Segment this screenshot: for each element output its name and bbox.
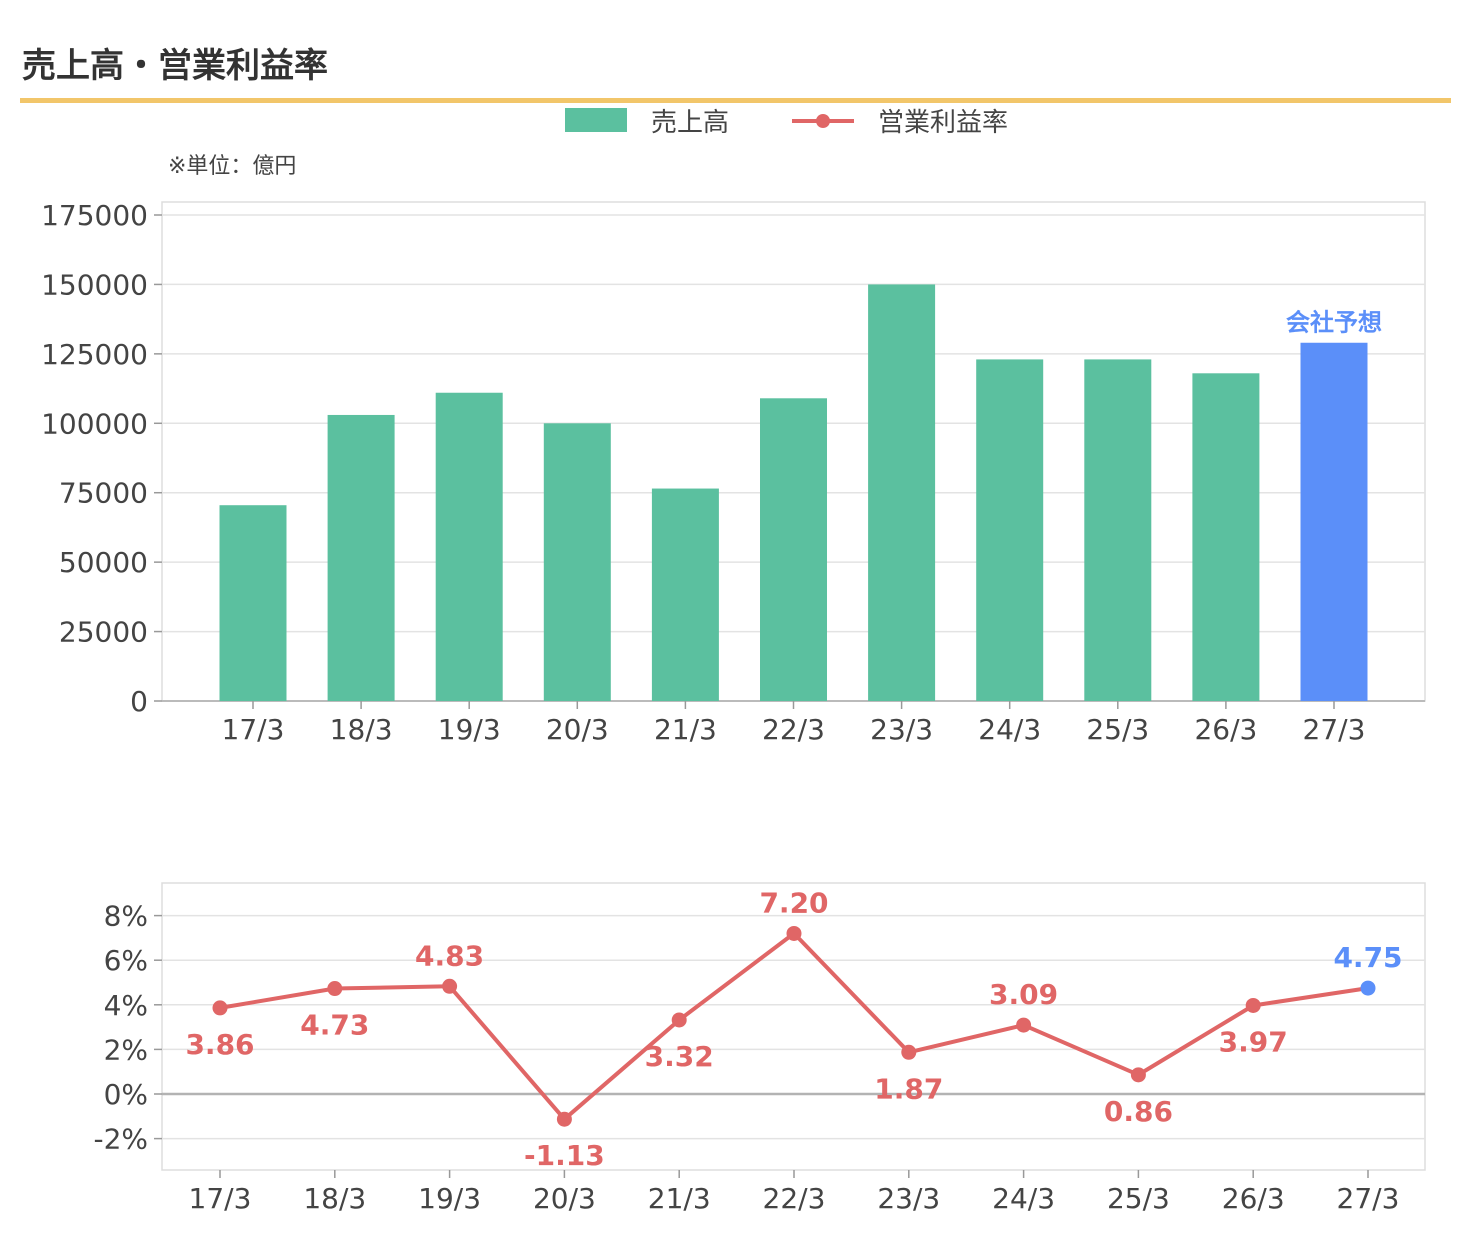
bar-y-tick-label: 50000 xyxy=(59,546,148,579)
legend-bar-swatch xyxy=(565,108,627,132)
unit-note: ※単位：億円 xyxy=(168,154,297,179)
line-x-tick-label: 25/3 xyxy=(1107,1182,1170,1215)
bar-x-tick-label: 18/3 xyxy=(330,713,393,746)
line-y-tick-label: 4% xyxy=(104,989,148,1022)
line-x-tick-label: 18/3 xyxy=(303,1182,366,1215)
bar-x-tick-label: 19/3 xyxy=(438,713,501,746)
margin-point xyxy=(901,1044,917,1060)
bar-y-tick-label: 25000 xyxy=(59,616,148,649)
bar-y-tick-label: 75000 xyxy=(59,477,148,510)
forecast-label: 会社予想 xyxy=(1286,309,1382,337)
bar xyxy=(327,414,395,701)
margin-point xyxy=(1245,997,1261,1013)
margin-point xyxy=(442,978,458,994)
bar xyxy=(435,392,503,701)
margin-point xyxy=(1016,1017,1032,1033)
bar-x-tick-label: 27/3 xyxy=(1303,713,1366,746)
title-underline xyxy=(20,98,1451,103)
bar-x-tick-label: 23/3 xyxy=(870,713,933,746)
bar xyxy=(1084,359,1152,701)
margin-data-label: 7.20 xyxy=(759,886,828,919)
bar-x-tick-label: 24/3 xyxy=(978,713,1041,746)
bar xyxy=(651,488,719,701)
bar-y-tick-label: 150000 xyxy=(41,268,148,301)
legend-label-sales: 売上高 xyxy=(651,107,730,138)
bar xyxy=(219,505,287,701)
bar-x-tick-label: 20/3 xyxy=(546,713,609,746)
margin-data-label: 3.32 xyxy=(645,1040,714,1073)
bar xyxy=(976,359,1044,701)
margin-series-line xyxy=(219,931,1369,1122)
chart-title: 売上高・営業利益率 xyxy=(22,46,328,86)
line-x-tick-label: 17/3 xyxy=(189,1182,252,1215)
line-y-tick-label: -2% xyxy=(93,1123,148,1156)
margin-data-label: 3.09 xyxy=(989,978,1058,1011)
margin-data-label: 4.73 xyxy=(300,1009,369,1042)
margin-point xyxy=(212,1000,228,1016)
line-x-tick-label: 26/3 xyxy=(1222,1182,1285,1215)
bar-x-tick-label: 25/3 xyxy=(1086,713,1149,746)
margin-point xyxy=(786,925,802,941)
bar-y-tick-label: 0 xyxy=(130,685,148,718)
line-x-tick-label: 22/3 xyxy=(763,1182,826,1215)
bar xyxy=(1300,342,1368,701)
margin-data-label: 3.97 xyxy=(1219,1025,1288,1058)
bar xyxy=(1192,373,1260,701)
bar-x-tick-label: 26/3 xyxy=(1194,713,1257,746)
line-x-tick-label: 24/3 xyxy=(992,1182,1055,1215)
line-y-tick-label: 6% xyxy=(104,944,148,977)
legend-item-sales[interactable]: 売上高 xyxy=(565,100,729,140)
margin-data-label: 1.87 xyxy=(874,1072,943,1105)
margin-point xyxy=(556,1111,572,1127)
bar-x-tick-label: 21/3 xyxy=(654,713,717,746)
bar xyxy=(760,398,827,701)
line-y-tick-label: 2% xyxy=(104,1033,148,1066)
legend-line-swatch xyxy=(792,108,854,132)
bar-x-tick-label: 22/3 xyxy=(762,713,825,746)
legend-label-margin: 営業利益率 xyxy=(878,107,1009,138)
margin-point xyxy=(1130,1067,1146,1083)
bar xyxy=(868,284,936,701)
bar-y-tick-label: 100000 xyxy=(41,407,148,440)
line-x-tick-label: 23/3 xyxy=(877,1182,940,1215)
bar xyxy=(543,423,611,701)
bar-x-tick-label: 17/3 xyxy=(222,713,285,746)
legend: 売上高 営業利益率 xyxy=(0,100,1470,140)
legend-item-margin[interactable]: 営業利益率 xyxy=(792,100,1008,140)
margin-point xyxy=(1360,980,1376,996)
margin-point xyxy=(671,1012,687,1028)
margin-data-label: 0.86 xyxy=(1104,1095,1173,1128)
margin-data-label: 4.83 xyxy=(415,939,484,972)
margin-point xyxy=(327,981,343,997)
line-y-tick-label: 8% xyxy=(104,900,148,933)
margin-data-label: -1.13 xyxy=(524,1139,605,1172)
line-y-tick-label: 0% xyxy=(104,1078,148,1111)
line-x-tick-label: 27/3 xyxy=(1337,1182,1400,1215)
margin-data-label: 4.75 xyxy=(1333,941,1402,974)
line-x-tick-label: 20/3 xyxy=(533,1182,596,1215)
line-x-tick-label: 19/3 xyxy=(418,1182,481,1215)
bar-y-tick-label: 175000 xyxy=(41,199,148,232)
line-x-tick-label: 21/3 xyxy=(648,1182,711,1215)
bar-y-tick-label: 125000 xyxy=(41,338,148,371)
margin-data-label: 3.86 xyxy=(185,1028,254,1061)
